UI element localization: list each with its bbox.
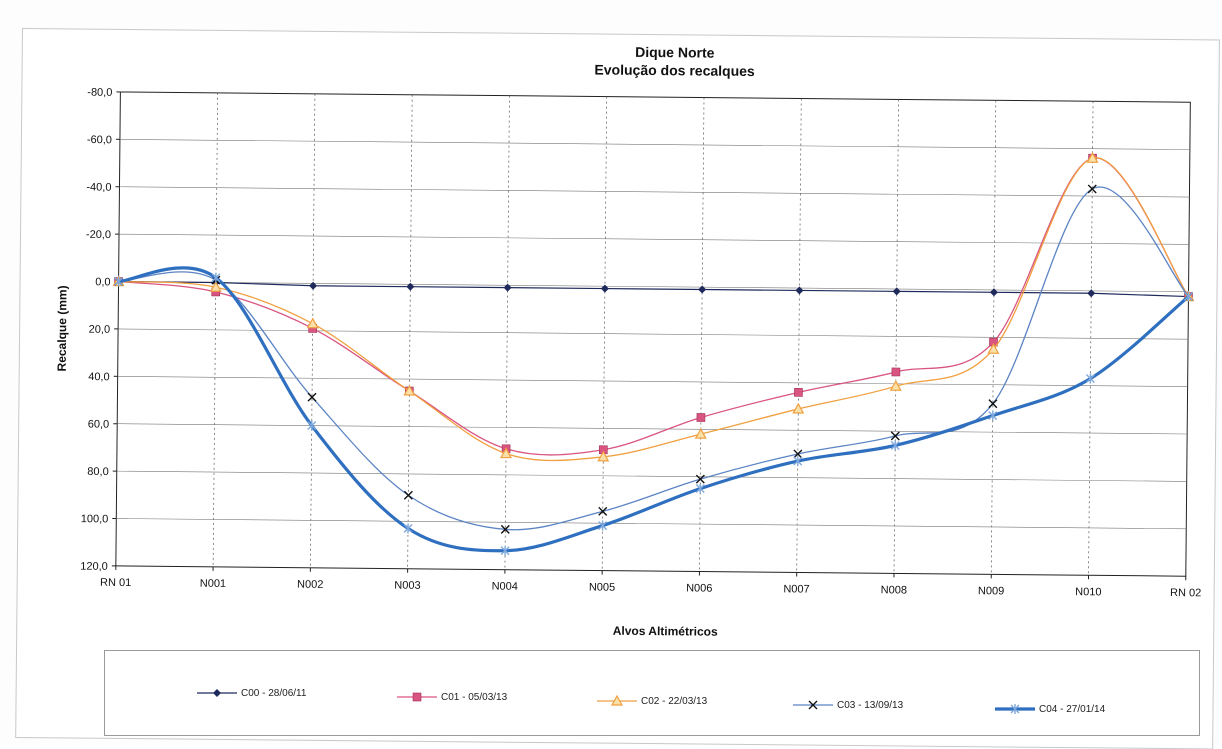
y-tick-label: -20,0 <box>86 229 111 241</box>
x-tick-label: N004 <box>492 581 518 593</box>
legend-label: C01 - 05/03/13 <box>441 692 507 703</box>
legend-label: C04 - 27/01/14 <box>1039 704 1105 715</box>
x-tick-label: N008 <box>881 584 907 596</box>
y-tick-label: 100,0 <box>81 513 109 525</box>
x-axis-label: Alvos Altimétricos <box>613 624 718 639</box>
x-tick-label: N001 <box>200 578 226 590</box>
data-point <box>413 693 421 701</box>
data-point <box>213 689 221 697</box>
y-tick-label: 40,0 <box>88 371 110 383</box>
legend-label: C00 - 28/06/11 <box>241 688 306 699</box>
y-tick-label: -80,0 <box>87 87 112 99</box>
y-axis-label: Recalque (mm) <box>55 285 70 371</box>
chart-title: Dique Norte <box>635 44 715 61</box>
legend-item: C02 - 22/03/13 <box>597 695 707 707</box>
legend-swatch <box>597 695 637 707</box>
legend-swatch <box>995 703 1035 715</box>
x-tick-label: N009 <box>978 585 1004 597</box>
legend-label: C03 - 13/09/13 <box>837 700 903 711</box>
grid <box>116 92 1191 576</box>
legend: C00 - 28/06/11 C01 - 05/03/13 C02 - 22/03/… <box>104 650 1200 736</box>
y-tick-label: 20,0 <box>89 324 111 336</box>
x-tick-label: N003 <box>394 580 420 592</box>
x-tick-label: RN 01 <box>100 577 131 589</box>
legend-swatch <box>397 691 437 703</box>
legend-item: C03 - 13/09/13 <box>793 699 903 711</box>
data-point <box>794 388 802 396</box>
line-chart: Dique Norte Evolução dos recalques -80,0… <box>17 29 1219 660</box>
legend-swatch <box>793 699 833 711</box>
y-tick-label: -40,0 <box>86 181 111 193</box>
y-tick-label: 80,0 <box>87 466 109 478</box>
data-point <box>697 413 705 421</box>
y-tick-label: -60,0 <box>87 134 112 146</box>
chart-frame: Dique Norte Evolução dos recalques -80,0… <box>15 28 1220 749</box>
legend-label: C02 - 22/03/13 <box>641 696 707 707</box>
x-tick-label: RN 02 <box>1170 587 1201 599</box>
y-tick-label: 60,0 <box>88 418 110 430</box>
x-tick-label: N005 <box>589 581 615 593</box>
data-point <box>892 368 900 376</box>
legend-item: C01 - 05/03/13 <box>397 691 507 703</box>
chart-subtitle: Evolução dos recalques <box>594 61 755 79</box>
y-axis-ticks: -80,0 -60,0 -40,0 -20,0 0,0 20,0 40,0 60,0 80,0 1… <box>80 87 120 573</box>
x-tick-label: N007 <box>783 583 809 595</box>
x-tick-label: N006 <box>686 582 712 594</box>
y-tick-label: 120,0 <box>80 561 108 573</box>
legend-swatch <box>197 687 237 699</box>
y-tick-label: 0,0 <box>95 276 110 288</box>
x-tick-label: N002 <box>297 579 323 591</box>
x-tick-label: N010 <box>1075 586 1101 598</box>
legend-item: C00 - 28/06/11 <box>197 687 306 699</box>
legend-item: C04 - 27/01/14 <box>995 703 1105 715</box>
